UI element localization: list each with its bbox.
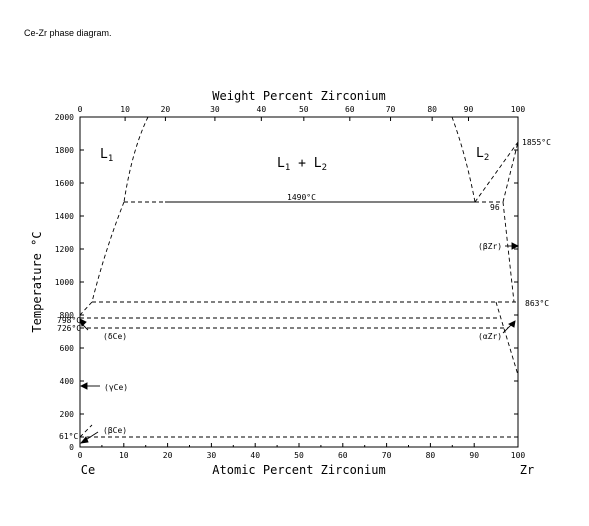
right-element-label: Zr — [520, 463, 534, 477]
top-tick-label: 0 — [78, 105, 83, 114]
label-96: 96 — [490, 203, 500, 212]
liquidus-left-lower — [91, 201, 125, 303]
phase-gamma-ce: (γCe) — [104, 383, 128, 392]
label-61: 61°C — [59, 432, 78, 441]
phase-l1-l2: L1 + L2 — [277, 156, 327, 173]
liquidus-left-upper — [123, 116, 149, 203]
alpha-zr-boundary — [495, 301, 519, 376]
bottom-tick-label: 20 — [163, 451, 173, 460]
arrow-alpha-zr-head — [508, 320, 516, 328]
top-tick-label: 90 — [464, 105, 474, 114]
liquidus-zr — [474, 141, 519, 203]
top-tick-label: 80 — [427, 105, 437, 114]
bottom-tick-label: 40 — [250, 451, 260, 460]
top-tick-label: 20 — [161, 105, 171, 114]
bottom-tick-label: 100 — [511, 451, 526, 460]
left-tick-label: 1400 — [55, 212, 74, 221]
phase-delta-ce: (δCe) — [103, 332, 127, 341]
top-tick-label: 60 — [345, 105, 355, 114]
beta-zr-boundary — [502, 201, 515, 303]
left-element-label: Ce — [81, 463, 95, 477]
label-863: 863°C — [525, 299, 549, 308]
bottom-tick-label: 0 — [78, 451, 83, 460]
top-tick-label: 30 — [210, 105, 220, 114]
solidus-zr — [502, 141, 519, 203]
left-tick-label: 1600 — [55, 179, 74, 188]
bottom-tick-label: 70 — [382, 451, 392, 460]
delta-ce-boundary — [79, 301, 93, 316]
arrow-beta-zr-head — [511, 242, 520, 250]
bottom-tick-label: 10 — [119, 451, 129, 460]
arrow-gamma-ce-head — [79, 382, 88, 390]
bottom-axis-title: Atomic Percent Zirconium — [212, 463, 385, 477]
label-798: 798°C — [57, 316, 81, 325]
top-tick-label: 70 — [386, 105, 396, 114]
left-tick-label: 2000 — [55, 113, 74, 122]
left-tick-label: 1200 — [55, 245, 74, 254]
arrow-beta-ce-head — [79, 436, 89, 444]
top-tick-label: 40 — [257, 105, 267, 114]
beta-ce-boundary — [79, 424, 93, 438]
phase-alpha-zr: (αZr) — [478, 332, 502, 341]
axis-ticks: 0 10 20 30 40 50 60 70 80 90 1000 10 20 30 40 50 60 70 80 9… — [55, 105, 526, 460]
top-tick-label: 100 — [511, 105, 526, 114]
left-tick-label: 200 — [60, 410, 75, 419]
figure-caption: Ce-Zr phase diagram. — [24, 28, 112, 38]
left-tick-label: 0 — [69, 443, 74, 452]
phase-beta-zr: (βZr) — [478, 242, 502, 251]
top-tick-label: 50 — [299, 105, 309, 114]
label-726: 726°C — [57, 324, 81, 333]
top-axis-title: Weight Percent Zirconium — [212, 89, 385, 103]
left-axis-title: Temperature °C — [30, 231, 44, 332]
bottom-tick-label: 50 — [294, 451, 304, 460]
miscibility-gap-right — [451, 116, 476, 203]
bottom-tick-label: 80 — [426, 451, 436, 460]
label-1855: 1855°C — [522, 138, 551, 147]
left-tick-label: 600 — [60, 344, 75, 353]
phase-beta-ce: (βCe) — [103, 426, 127, 435]
arrow-delta-ce-head — [79, 318, 87, 327]
bottom-tick-label: 90 — [469, 451, 479, 460]
phase-l1: L1 — [100, 147, 113, 164]
left-tick-label: 1000 — [55, 278, 74, 287]
phase-l2: L2 — [476, 146, 489, 163]
label-1490: 1490°C — [287, 193, 316, 202]
top-tick-label: 10 — [120, 105, 130, 114]
left-tick-label: 800 — [60, 311, 75, 320]
left-tick-label: 1800 — [55, 146, 74, 155]
left-tick-label: 400 — [60, 377, 75, 386]
bottom-tick-label: 60 — [338, 451, 348, 460]
bottom-tick-label: 30 — [207, 451, 217, 460]
